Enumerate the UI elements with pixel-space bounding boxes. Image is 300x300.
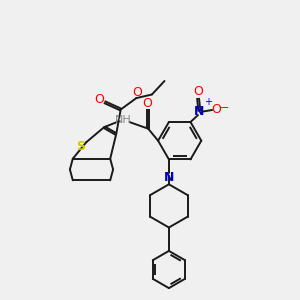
Text: NH: NH xyxy=(115,115,132,125)
Text: N: N xyxy=(194,105,205,118)
Text: O: O xyxy=(142,97,152,110)
Text: S: S xyxy=(76,140,85,153)
Text: N: N xyxy=(164,171,175,184)
Text: +: + xyxy=(204,97,212,107)
Text: O: O xyxy=(132,85,142,99)
Text: −: − xyxy=(219,103,229,113)
Text: O: O xyxy=(193,85,203,98)
Text: O: O xyxy=(212,103,221,116)
Text: O: O xyxy=(94,93,104,106)
